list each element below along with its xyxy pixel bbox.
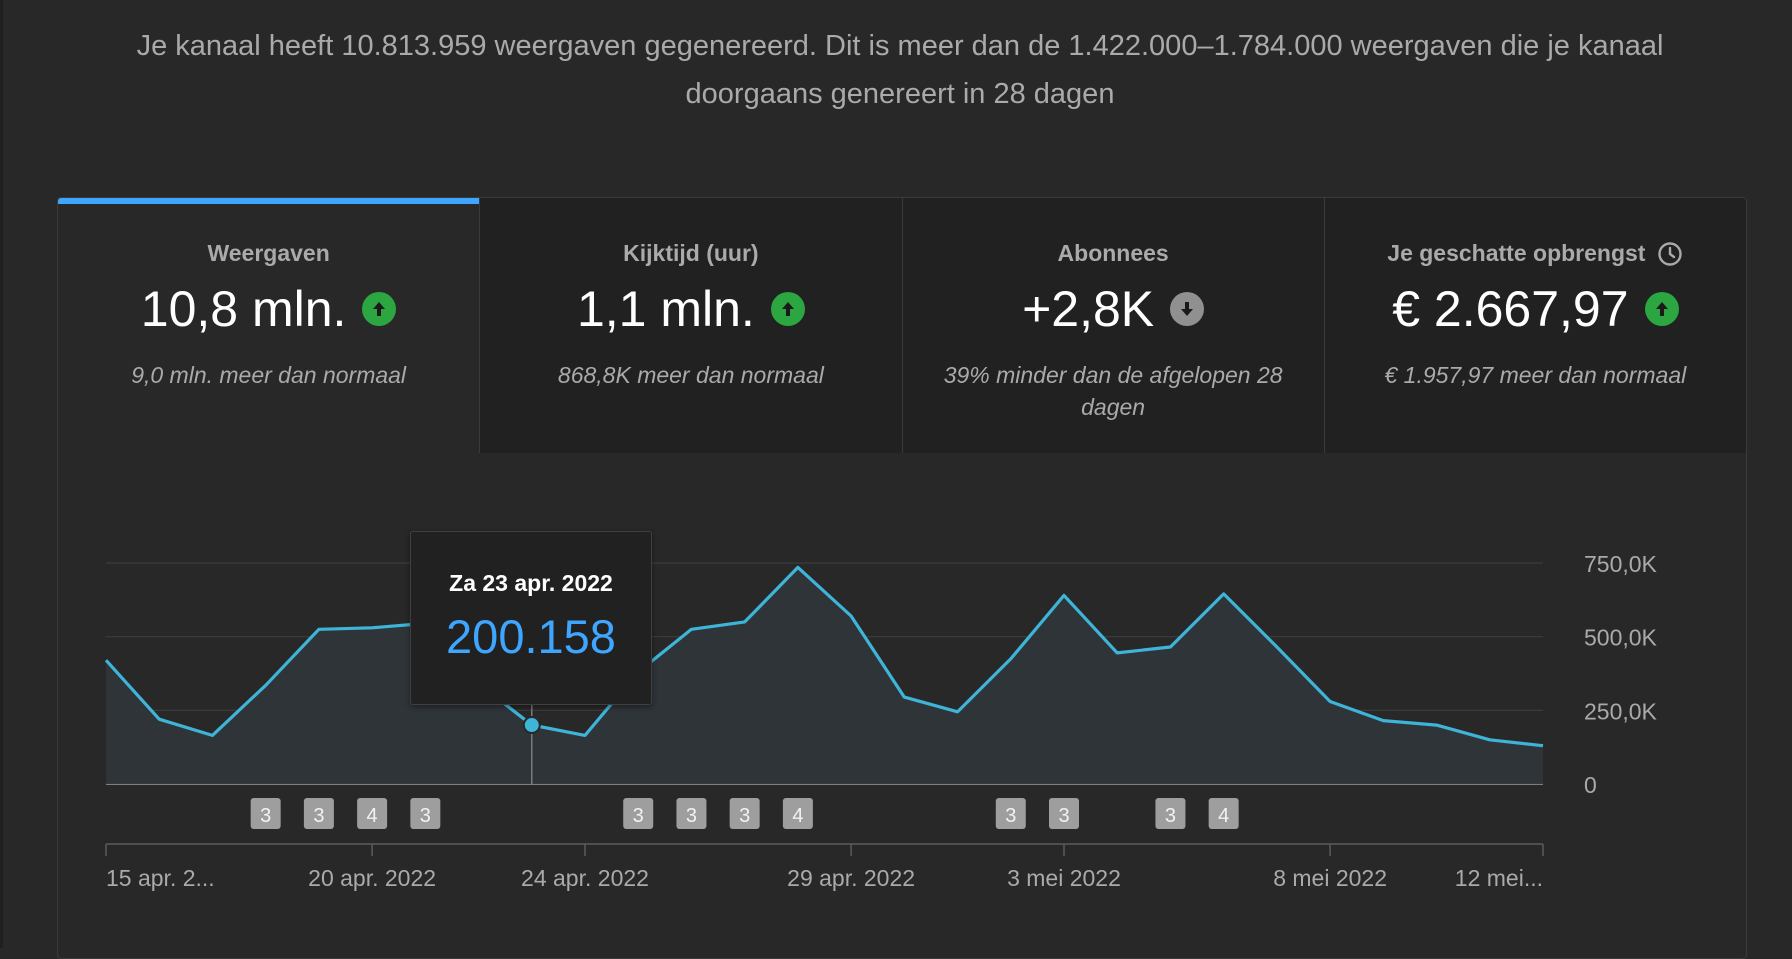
event-marker-count: 3 xyxy=(420,805,431,827)
event-marker[interactable]: 4 xyxy=(357,798,388,829)
views-line xyxy=(104,565,1544,748)
tab-comparison: 39% minder dan de afgelopen 28 dagen xyxy=(943,362,1283,420)
tab-comparison: 868,8K meer dan normaal xyxy=(557,362,824,388)
event-marker[interactable]: 3 xyxy=(729,798,760,829)
event-marker-box xyxy=(357,798,388,829)
chart-tooltip: Za 23 apr. 2022 200.158 xyxy=(410,531,652,705)
event-marker-count: 3 xyxy=(1058,805,1069,827)
hover-indicator xyxy=(522,703,541,784)
event-marker-count: 4 xyxy=(792,805,803,827)
y-tick-label: 0 xyxy=(1584,772,1597,798)
event-marker-box xyxy=(250,798,281,829)
tooltip-value: 200.158 xyxy=(446,610,616,663)
event-marker-box xyxy=(729,798,760,829)
summary-text: Je kanaal heeft 10.813.959 weergaven geg… xyxy=(136,30,1664,110)
active-tab-indicator xyxy=(58,198,480,204)
event-marker-count: 3 xyxy=(260,805,271,827)
event-marker-box xyxy=(1208,798,1239,829)
tab-comparison: 9,0 mln. meer dan normaal xyxy=(131,362,407,388)
event-marker-box xyxy=(1155,798,1186,829)
event-marker-count: 3 xyxy=(633,805,644,827)
x-tick-label: 3 mei 2022 xyxy=(1007,865,1121,891)
y-tick-label: 500,0K xyxy=(1584,625,1658,651)
event-marker-box xyxy=(782,798,813,829)
event-marker-count: 4 xyxy=(367,805,378,827)
event-marker-box xyxy=(623,798,654,829)
left-divider xyxy=(0,0,3,948)
tab-label: Je geschatte opbrengst xyxy=(1387,240,1646,266)
y-tick-label: 750,0K xyxy=(1584,551,1658,577)
tab-label: Abonnees xyxy=(1057,240,1169,266)
event-marker[interactable]: 3 xyxy=(303,798,334,829)
event-marker[interactable]: 3 xyxy=(995,798,1026,829)
event-marker-count: 3 xyxy=(686,805,697,827)
clock-icon[interactable] xyxy=(1657,241,1683,267)
event-marker-box xyxy=(676,798,707,829)
arrow-down-icon xyxy=(1170,292,1205,326)
y-tick-label: 250,0K xyxy=(1584,698,1658,724)
event-marker[interactable]: 3 xyxy=(1049,798,1079,829)
event-marker-box xyxy=(1049,798,1079,829)
arrow-up-icon xyxy=(362,292,397,326)
event-marker[interactable]: 3 xyxy=(623,798,654,829)
tab-comparison: € 1.957,97 meer dan normaal xyxy=(1384,362,1687,388)
tab-weergaven[interactable]: Weergaven 10,8 mln. 9,0 mln. meer dan no… xyxy=(58,198,480,453)
views-area-fill xyxy=(106,567,1543,784)
event-markers: 3 3 4 3 3 3 3 4 3 3 3 4 xyxy=(250,798,1239,829)
event-marker[interactable]: 4 xyxy=(1208,798,1239,829)
tab-opbrengst[interactable]: Je geschatte opbrengst € 2.667,97 € 1.95… xyxy=(1323,198,1746,453)
event-marker-box xyxy=(303,798,334,829)
arrow-up-icon xyxy=(1644,292,1679,326)
tab-kijktijd[interactable]: Kijktijd (uur) 1,1 mln. 868,8K meer dan … xyxy=(479,198,902,453)
event-marker-box xyxy=(410,798,441,829)
tab-value: € 2.667,97 xyxy=(1392,281,1629,337)
event-marker[interactable]: 3 xyxy=(676,798,707,829)
x-axis: 15 apr. 2... 20 apr. 2022 24 apr. 2022 29 a… xyxy=(105,843,1544,891)
x-tick-label: 29 apr. 2022 xyxy=(787,865,915,891)
event-marker[interactable]: 3 xyxy=(410,798,441,829)
tab-label: Kijktijd (uur) xyxy=(623,240,759,266)
tab-abonnees[interactable]: Abonnees +2,8K 39% minder dan de afgelop… xyxy=(901,198,1324,453)
event-marker-count: 3 xyxy=(739,805,750,827)
event-marker-count: 3 xyxy=(1165,805,1176,827)
event-marker-box xyxy=(995,798,1026,829)
metric-tabs: Weergaven 10,8 mln. 9,0 mln. meer dan no… xyxy=(58,198,1746,453)
event-marker[interactable]: 4 xyxy=(782,798,813,829)
tab-label: Weergaven xyxy=(207,240,330,266)
x-tick-label: 8 mei 2022 xyxy=(1273,865,1387,891)
hover-point xyxy=(522,716,541,735)
event-marker-count: 3 xyxy=(1005,805,1016,827)
analytics-card: Weergaven 10,8 mln. 9,0 mln. meer dan no… xyxy=(57,197,1747,959)
x-tick-label: 15 apr. 2... xyxy=(106,865,215,891)
x-tick-label: 12 mei... xyxy=(1455,865,1543,891)
x-tick-label: 20 apr. 2022 xyxy=(308,865,436,891)
event-marker-count: 4 xyxy=(1218,805,1229,827)
event-marker-count: 3 xyxy=(313,805,324,827)
x-tick-label: 24 apr. 2022 xyxy=(521,865,649,891)
arrow-up-icon xyxy=(770,292,805,326)
tab-value: +2,8K xyxy=(1022,281,1155,337)
y-axis-labels: 0 250,0K 500,0K 750,0K xyxy=(1584,551,1658,798)
event-marker[interactable]: 3 xyxy=(250,798,281,829)
tab-value: 10,8 mln. xyxy=(140,281,347,337)
event-marker[interactable]: 3 xyxy=(1155,798,1186,829)
tooltip-date: Za 23 apr. 2022 xyxy=(449,570,613,596)
tab-value: 1,1 mln. xyxy=(576,281,755,337)
